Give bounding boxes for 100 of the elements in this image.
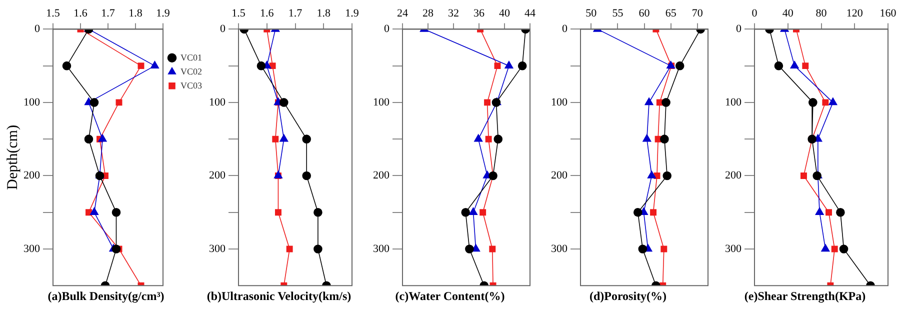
- x-tick-label: 1.6: [260, 7, 274, 20]
- y-tick-label: 0: [562, 23, 568, 36]
- point: [90, 207, 99, 215]
- point: [465, 244, 474, 254]
- x-axis-title: (b)Ultrasonic Velocity(km/s): [206, 288, 352, 303]
- point: [62, 61, 72, 70]
- point: [647, 170, 656, 178]
- y-tick-label: 200: [725, 170, 742, 182]
- y-tick-label: 0: [34, 23, 40, 36]
- x-tick-label: 65: [665, 7, 677, 20]
- point: [836, 208, 845, 217]
- point: [280, 134, 288, 142]
- x-axis-title: (c)Water Content(%): [395, 288, 505, 303]
- point: [839, 244, 848, 254]
- point: [286, 246, 293, 252]
- point: [485, 136, 492, 142]
- point: [494, 62, 501, 70]
- point: [662, 171, 672, 180]
- point: [660, 246, 668, 252]
- point: [302, 134, 311, 144]
- point: [138, 62, 144, 70]
- point: [633, 208, 642, 217]
- x-tick-label: 40: [782, 7, 794, 20]
- point: [314, 244, 322, 254]
- x-tick-label: 32: [448, 7, 459, 20]
- point: [828, 98, 838, 106]
- point: [272, 136, 279, 142]
- y-tick-label: 100: [373, 96, 390, 108]
- point: [112, 208, 121, 217]
- point: [84, 134, 94, 144]
- point: [484, 99, 491, 106]
- point: [802, 62, 809, 70]
- x-tick-label: 60: [638, 7, 650, 20]
- point: [494, 134, 503, 144]
- x-tick-label: 1.6: [74, 7, 88, 20]
- x-tick-label: 1.7: [101, 7, 116, 20]
- point: [112, 244, 121, 254]
- x-tick-label: 44: [524, 7, 536, 20]
- y-tick-label: 300: [24, 242, 40, 255]
- x-tick-label: 1.7: [288, 7, 303, 20]
- point: [98, 134, 107, 142]
- point: [314, 208, 322, 217]
- y-tick-label: 200: [551, 170, 568, 182]
- x-tick-label: 36: [474, 7, 485, 20]
- point: [638, 244, 648, 254]
- y-tick-label: 200: [373, 170, 390, 182]
- x-tick-label: 50: [586, 7, 598, 20]
- point: [302, 171, 311, 180]
- x-tick-label: 80: [816, 7, 828, 20]
- point: [656, 99, 663, 106]
- y-tick-label: 300: [725, 242, 742, 255]
- x-tick-label: 28: [422, 7, 434, 20]
- point: [821, 244, 830, 252]
- legend-label: VC03: [180, 80, 202, 90]
- y-tick-label: 300: [209, 242, 226, 255]
- x-tick-label: 1.5: [46, 7, 60, 20]
- y-tick-label: 0: [220, 23, 226, 36]
- x-tick-label: 1.9: [345, 7, 360, 20]
- point: [461, 208, 470, 217]
- point: [116, 99, 122, 106]
- point: [831, 246, 838, 252]
- point: [489, 246, 496, 252]
- point: [474, 134, 483, 142]
- y-tick-label: 300: [373, 242, 390, 255]
- x-tick-label: 120: [846, 7, 864, 20]
- y-tick-label: 0: [736, 23, 742, 36]
- x-tick-label: 1.9: [156, 7, 170, 20]
- point: [644, 98, 654, 106]
- point: [675, 61, 684, 70]
- point: [774, 61, 784, 70]
- point: [280, 98, 288, 107]
- x-tick-label: 160: [880, 7, 897, 20]
- x-tick-label: 0: [752, 7, 758, 20]
- x-tick-label: 1.5: [232, 7, 246, 20]
- point: [274, 209, 282, 216]
- x-axis-title: (a)Bulk Density(g/cm³): [48, 288, 164, 303]
- point: [86, 209, 92, 216]
- point: [815, 207, 824, 215]
- y-tick-label: 200: [209, 170, 226, 182]
- point: [468, 207, 478, 215]
- y-tick-label: 100: [209, 96, 226, 108]
- y-tick-label: 300: [551, 242, 568, 255]
- point: [518, 61, 527, 70]
- y-axis-title: Depth(cm): [4, 124, 21, 190]
- point: [650, 209, 657, 216]
- y-tick-label: 0: [384, 23, 390, 36]
- point: [826, 209, 832, 216]
- point: [256, 61, 266, 70]
- x-axis-title: (e)Shear Strength(KPa): [744, 288, 866, 303]
- x-tick-label: 55: [612, 7, 624, 20]
- point: [662, 98, 670, 107]
- point: [642, 134, 652, 142]
- point: [660, 134, 669, 144]
- x-tick-label: 40: [499, 7, 510, 20]
- y-tick-label: 100: [24, 96, 40, 108]
- x-axis-title: (d)Porosity(%): [589, 288, 667, 303]
- point: [480, 209, 486, 216]
- point: [800, 172, 807, 179]
- y-tick-label: 100: [725, 96, 742, 108]
- point: [822, 99, 829, 106]
